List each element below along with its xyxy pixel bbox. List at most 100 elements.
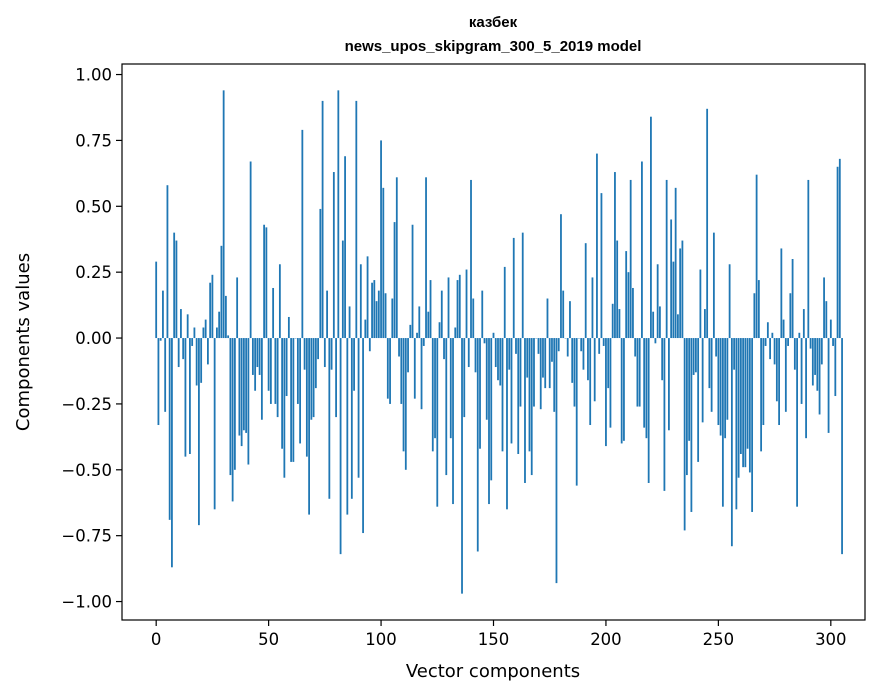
bar	[310, 338, 313, 420]
bar	[544, 338, 547, 389]
bar	[580, 338, 583, 352]
bar	[499, 338, 502, 386]
bar	[195, 338, 198, 386]
bar	[355, 100, 358, 339]
bar	[753, 293, 756, 339]
bar	[791, 259, 794, 339]
bar	[834, 338, 837, 397]
bar	[757, 280, 760, 339]
bar	[175, 240, 178, 339]
bar	[728, 264, 731, 339]
bar	[476, 338, 479, 552]
bar	[285, 338, 288, 397]
bar	[841, 338, 843, 555]
bar	[699, 269, 702, 339]
bar	[787, 338, 789, 346]
bar	[371, 282, 373, 339]
bar	[377, 290, 380, 339]
bar	[575, 338, 578, 486]
bar	[598, 338, 601, 354]
bar	[681, 240, 684, 339]
bar	[656, 264, 659, 339]
bar	[479, 338, 481, 449]
bar	[708, 338, 711, 389]
bar	[249, 161, 252, 339]
bar	[242, 338, 245, 431]
bar	[519, 338, 522, 407]
bar	[632, 287, 634, 339]
y-tick-label: −0.75	[61, 527, 112, 546]
bar	[614, 172, 616, 339]
bar	[193, 327, 196, 339]
bar	[180, 309, 182, 339]
bar	[463, 338, 466, 418]
bar	[611, 303, 614, 339]
bar	[171, 338, 173, 568]
bar	[299, 338, 301, 444]
bar	[836, 166, 839, 339]
bar	[674, 187, 677, 339]
bar	[269, 338, 272, 404]
bar	[769, 338, 771, 360]
bar	[724, 338, 727, 439]
bar	[323, 338, 326, 368]
bar	[623, 338, 625, 441]
bar	[357, 338, 360, 478]
bar	[742, 338, 745, 468]
bar	[265, 227, 268, 339]
bar	[375, 301, 378, 339]
bar	[764, 338, 767, 346]
bar	[706, 108, 709, 339]
bar	[472, 298, 475, 339]
bar	[393, 222, 396, 339]
bar	[690, 338, 693, 512]
bar	[778, 338, 780, 426]
bar	[488, 338, 490, 505]
bar	[616, 240, 619, 339]
bar	[260, 338, 263, 420]
bar	[816, 338, 819, 391]
bar	[584, 243, 587, 339]
bar	[247, 338, 250, 465]
bar	[524, 338, 526, 483]
bar	[782, 319, 785, 339]
bar	[721, 338, 724, 507]
y-axis-label: Components values	[13, 253, 34, 431]
bar	[647, 338, 650, 483]
bar	[438, 322, 441, 339]
bar	[838, 158, 841, 339]
bar	[697, 338, 700, 462]
bar	[744, 338, 747, 468]
bar	[207, 338, 209, 365]
bar	[492, 332, 495, 339]
bar	[771, 332, 774, 339]
bar	[654, 338, 657, 344]
bar	[404, 338, 407, 470]
y-tick-label: 0.50	[75, 197, 112, 216]
bar	[236, 277, 239, 339]
bar	[717, 338, 720, 426]
bar	[641, 161, 643, 339]
bar	[254, 338, 257, 391]
bar	[793, 338, 796, 370]
bar	[805, 338, 807, 439]
bar	[283, 338, 286, 478]
bar	[661, 338, 664, 381]
bar	[159, 338, 162, 341]
bar	[332, 172, 335, 339]
bar	[341, 240, 344, 339]
bar	[609, 338, 612, 428]
bar	[735, 338, 738, 510]
bar	[449, 338, 452, 439]
bar	[659, 306, 661, 339]
bar	[182, 338, 185, 360]
bar	[461, 338, 463, 594]
bar	[780, 248, 783, 339]
y-tick-label: 1.00	[75, 66, 112, 85]
bar	[317, 338, 319, 360]
bar	[263, 224, 266, 339]
y-tick-label: 0.00	[75, 329, 112, 348]
bar	[517, 338, 520, 454]
bar	[267, 338, 270, 391]
